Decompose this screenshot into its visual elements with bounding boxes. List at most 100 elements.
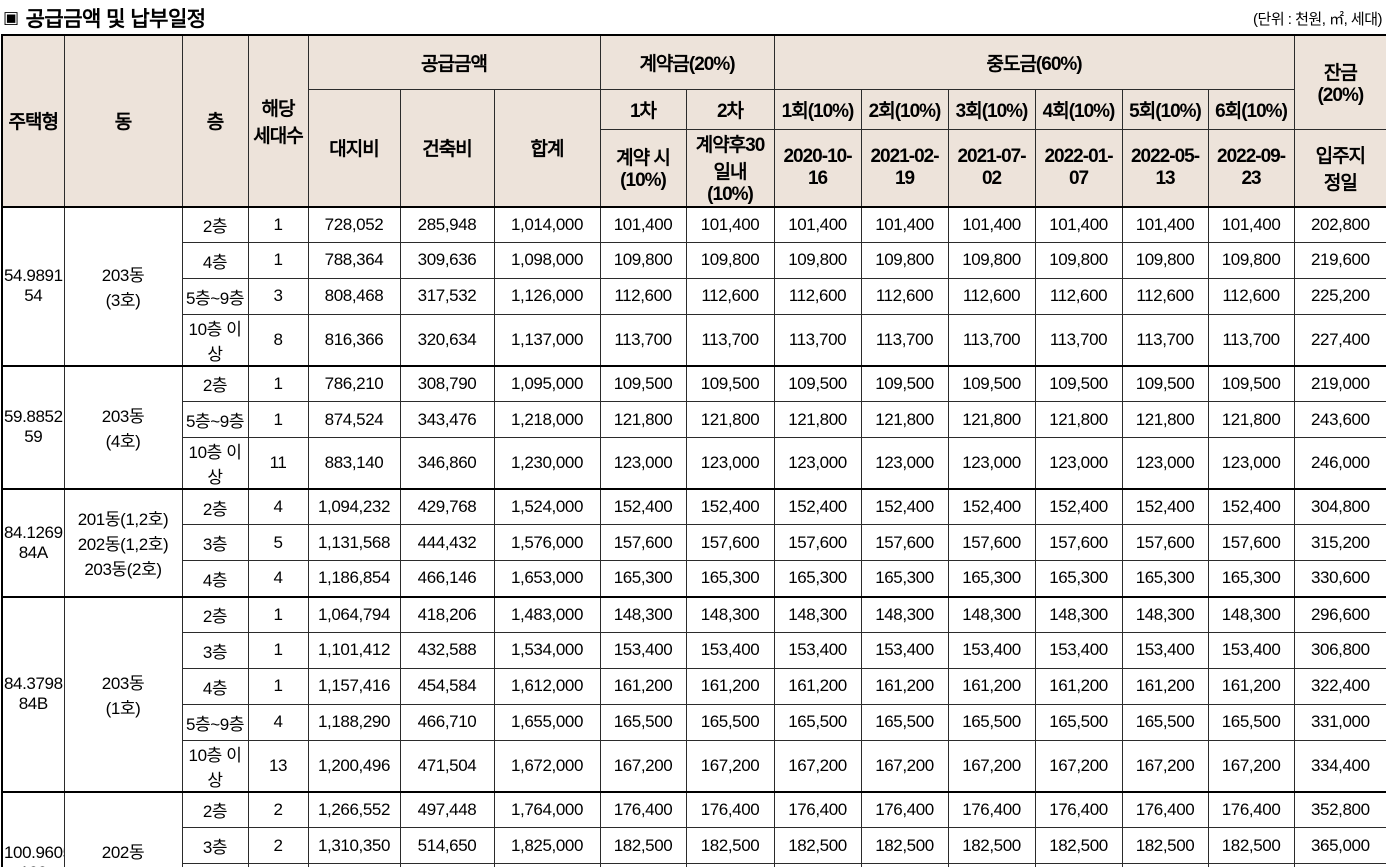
contract-1st-cell: 191,600 [599, 862, 687, 867]
total-cell: 1,483,000 [493, 595, 601, 634]
contract-2nd-cell: 123,000 [685, 436, 775, 490]
header-interim-date-2: 2021-02-19 [860, 128, 949, 208]
header-supply-group: 공급금액 [307, 34, 601, 90]
units-cell: 5 [247, 524, 309, 562]
interim-2-cell: 109,500 [860, 364, 949, 403]
total-cell: 1,534,000 [493, 632, 601, 669]
construction-cost-cell: 432,588 [399, 632, 495, 669]
interim-1-cell: 161,200 [773, 667, 862, 705]
interim-5-cell: 121,800 [1121, 401, 1209, 438]
interim-2-cell: 112,600 [860, 277, 949, 315]
contract-2nd-cell: 165,300 [685, 560, 775, 598]
construction-cost-cell: 514,650 [399, 827, 495, 864]
interim-2-cell: 113,700 [860, 313, 949, 367]
land-cost-cell: 1,157,416 [307, 667, 401, 705]
header-interim-round-5: 5회(10%) [1121, 88, 1209, 130]
land-cost-cell: 883,140 [307, 436, 401, 490]
interim-4-cell: 182,500 [1034, 827, 1123, 864]
title-bar: ▣ 공급금액 및 납부일정 (단위 : 천원, ㎡, 세대) [0, 0, 1386, 34]
header-interim-round-4: 4회(10%) [1034, 88, 1123, 130]
total-cell: 1,230,000 [493, 436, 601, 490]
interim-5-cell: 157,600 [1121, 524, 1209, 562]
floor-cell: 2층 [181, 790, 249, 829]
balance-cell: 322,400 [1293, 667, 1386, 705]
contract-1st-cell: 165,500 [599, 703, 687, 741]
contract-1st-cell: 121,800 [599, 401, 687, 438]
balance-cell: 219,600 [1293, 241, 1386, 279]
interim-5-cell: 191,600 [1121, 862, 1209, 867]
land-cost-cell: 808,468 [307, 277, 401, 315]
balance-cell: 246,000 [1293, 436, 1386, 490]
interim-4-cell: 191,600 [1034, 862, 1123, 867]
contract-1st-cell: 161,200 [599, 667, 687, 705]
interim-2-cell: 165,300 [860, 560, 949, 598]
interim-4-cell: 152,400 [1034, 487, 1123, 526]
contract-2nd-cell: 182,500 [685, 827, 775, 864]
contract-2nd-cell: 167,200 [685, 739, 775, 793]
interim-6-cell: 157,600 [1207, 524, 1295, 562]
contract-2nd-cell: 157,600 [685, 524, 775, 562]
interim-6-cell: 152,400 [1207, 487, 1295, 526]
interim-6-cell: 167,200 [1207, 739, 1295, 793]
interim-5-cell: 109,800 [1121, 241, 1209, 279]
unit-note: (단위 : 천원, ㎡, 세대) [1253, 10, 1382, 28]
table-row: 4층 1 1,157,416 454,584 1,612,000 161,200 161,2… [2, 667, 1386, 705]
page-title-text: 공급금액 및 납부일정 [25, 8, 207, 31]
balance-cell: 352,800 [1293, 790, 1386, 829]
balance-cell: 306,800 [1293, 632, 1386, 669]
interim-6-cell: 109,800 [1207, 241, 1295, 279]
header-contract-1st: 1차 [599, 88, 687, 130]
interim-1-cell: 101,400 [773, 205, 862, 243]
contract-2nd-cell: 113,700 [685, 313, 775, 367]
interim-3-cell: 152,400 [947, 487, 1036, 526]
interim-1-cell: 152,400 [773, 487, 862, 526]
payment-schedule-table: 주택형 동 층 해당 세대수 공급금액 계약금(20%) 중도금(60%) 잔금… [1, 34, 1386, 867]
interim-6-cell: 191,600 [1207, 862, 1295, 867]
header-interim-round-6: 6회(10%) [1207, 88, 1295, 130]
units-cell: 2 [247, 862, 309, 867]
construction-cost-cell: 309,636 [399, 241, 495, 279]
construction-cost-cell: 454,584 [399, 667, 495, 705]
interim-1-cell: 123,000 [773, 436, 862, 490]
interim-2-cell: 109,800 [860, 241, 949, 279]
contract-2nd-cell: 176,400 [685, 790, 775, 829]
interim-3-cell: 167,200 [947, 739, 1036, 793]
table-row: 10층 이상 8 816,366 320,634 1,137,000 113,700 113… [2, 313, 1386, 367]
contract-2nd-cell: 121,800 [685, 401, 775, 438]
floor-cell: 2층 [181, 595, 249, 634]
interim-6-cell: 113,700 [1207, 313, 1295, 367]
interim-6-cell: 148,300 [1207, 595, 1295, 634]
interim-3-cell: 109,500 [947, 364, 1036, 403]
units-cell: 3 [247, 277, 309, 315]
balance-cell: 331,000 [1293, 703, 1386, 741]
table-row: 4층21,375,688540,3121,916,000191,600191,6… [2, 862, 1386, 867]
floor-cell: 4층 [181, 560, 249, 598]
land-cost-cell: 874,524 [307, 401, 401, 438]
header-contract-group: 계약금(20%) [599, 34, 775, 90]
table-row: 84.1269 84A 201동(1,2호) 202동(1,2호) 203동(2호… [1, 487, 1386, 598]
interim-2-cell: 157,600 [860, 524, 949, 562]
table-row: 84.3798 84B 203동 (1호) 2층 1 1,064,794 418,206 1… [1, 595, 1386, 793]
interim-4-cell: 109,800 [1034, 241, 1123, 279]
header-interim-round-1: 1회(10%) [773, 88, 862, 130]
interim-5-cell: 176,400 [1121, 790, 1209, 829]
floor-cell: 5층~9층 [181, 277, 249, 315]
interim-3-cell: 176,400 [947, 790, 1036, 829]
table-row: 3층 5 1,131,568 444,432 1,576,000 157,600 157,6… [2, 524, 1386, 562]
interim-1-cell: 191,600 [773, 862, 862, 867]
units-cell: 2 [247, 790, 309, 829]
interim-4-cell: 123,000 [1034, 436, 1123, 490]
header-floor: 층 [181, 34, 249, 207]
units-cell: 1 [247, 241, 309, 279]
units-cell: 1 [247, 667, 309, 705]
contract-1st-cell: 112,600 [599, 277, 687, 315]
interim-2-cell: 182,500 [860, 827, 949, 864]
interim-2-cell: 123,000 [860, 436, 949, 490]
header-land-cost: 대지비 [307, 88, 401, 207]
housing-type-cell: 100.9605 100 [1, 790, 65, 867]
table-row: 59.8852 59 203동 (4호) 2층 1 786,210 308,790 1,09… [1, 364, 1386, 490]
header-interim-round-3: 3회(10%) [947, 88, 1036, 130]
interim-1-cell: 109,500 [773, 364, 862, 403]
interim-1-cell: 157,600 [773, 524, 862, 562]
interim-3-cell: 161,200 [947, 667, 1036, 705]
